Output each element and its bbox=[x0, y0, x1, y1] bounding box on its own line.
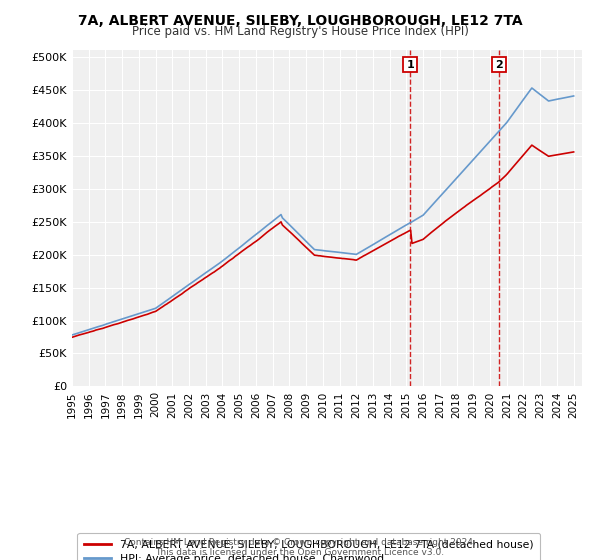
Text: 1: 1 bbox=[406, 59, 414, 69]
Text: 2: 2 bbox=[495, 59, 503, 69]
Text: Price paid vs. HM Land Registry's House Price Index (HPI): Price paid vs. HM Land Registry's House … bbox=[131, 25, 469, 38]
Legend: 7A, ALBERT AVENUE, SILEBY, LOUGHBOROUGH, LE12 7TA (detached house), HPI: Average: 7A, ALBERT AVENUE, SILEBY, LOUGHBOROUGH,… bbox=[77, 533, 540, 560]
Text: Contains HM Land Registry data © Crown copyright and database right 2024.
This d: Contains HM Land Registry data © Crown c… bbox=[124, 538, 476, 557]
Text: 7A, ALBERT AVENUE, SILEBY, LOUGHBOROUGH, LE12 7TA: 7A, ALBERT AVENUE, SILEBY, LOUGHBOROUGH,… bbox=[77, 14, 523, 28]
